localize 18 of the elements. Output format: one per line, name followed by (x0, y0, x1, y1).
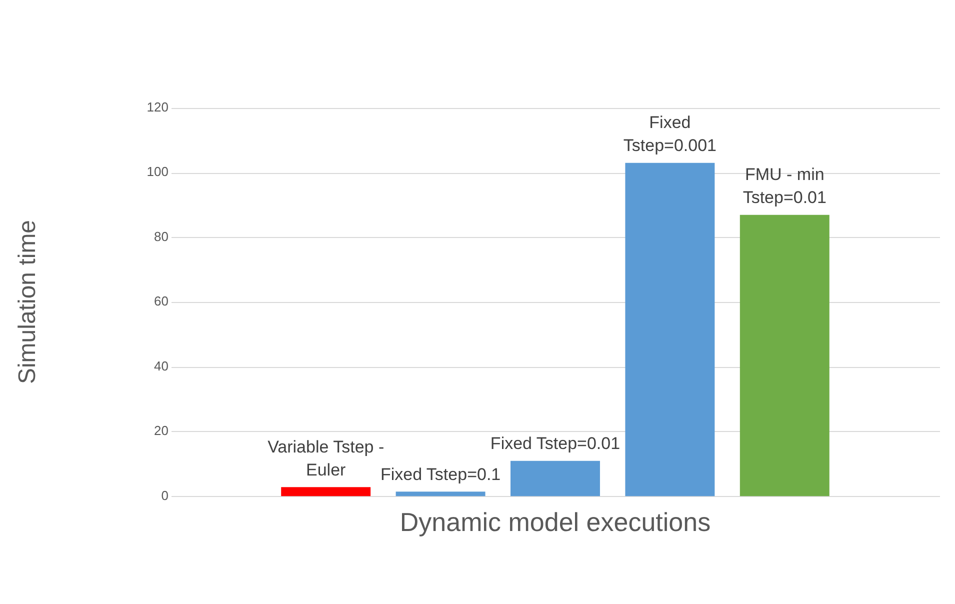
x-axis-title: Dynamic model executions (400, 506, 711, 537)
x-tick-label: Fixed Tstep=0.001 (623, 113, 716, 156)
bar (281, 487, 371, 496)
bar (625, 162, 715, 496)
y-tick-label: 40 (154, 358, 168, 374)
y-tick-label: 120 (146, 99, 168, 114)
x-tick-label: Fixed Tstep=0.01 (490, 434, 620, 454)
bar (740, 214, 830, 496)
bar (510, 460, 600, 496)
y-tick-label: 0 (161, 488, 168, 503)
y-tick-label: 60 (154, 294, 168, 309)
y-tick-label: 20 (154, 423, 168, 438)
x-tick-label: FMU - min Tstep=0.01 (742, 165, 826, 208)
y-tick-label: 100 (146, 164, 168, 180)
x-tick-label: Fixed Tstep=0.1 (380, 464, 501, 484)
y-tick-label: 80 (154, 228, 168, 244)
bar (396, 492, 486, 496)
y-axis-title: Simulation time (14, 220, 42, 384)
